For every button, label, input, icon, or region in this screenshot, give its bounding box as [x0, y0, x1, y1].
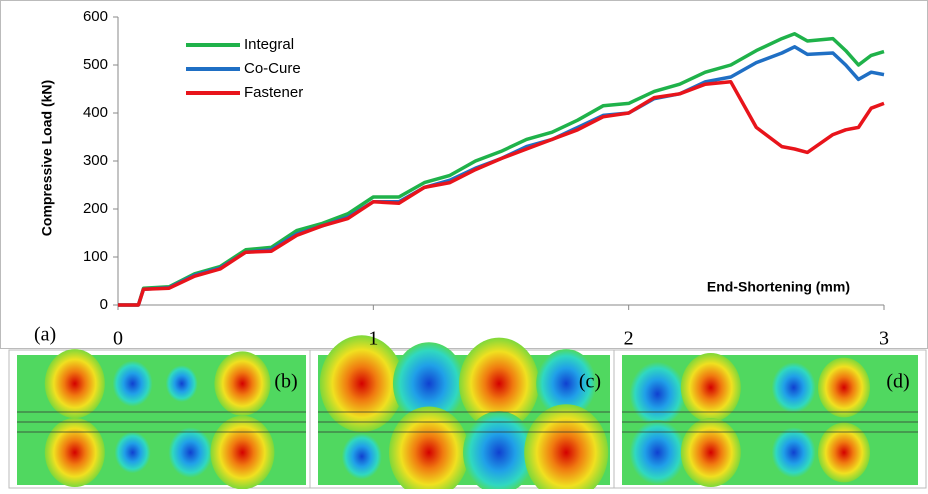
contour-blob [210, 416, 274, 489]
legend-label: Integral [244, 36, 294, 53]
contour-blob [45, 349, 105, 418]
panel-label: (c) [579, 371, 601, 393]
y-axis-label: Compressive Load (kN) [39, 80, 55, 236]
panel-label: (b) [274, 371, 297, 393]
contour-blob [342, 433, 382, 479]
y-tick-label: 200 [83, 200, 108, 217]
y-tick-label: 600 [83, 8, 108, 25]
panel-label: (d) [886, 371, 909, 393]
legend-label: Fastener [244, 84, 303, 101]
contour-blob [818, 358, 870, 418]
x-tick-label: 1 [368, 328, 378, 350]
x-axis-label: End-Shortening (mm) [707, 279, 850, 295]
contour-blob [681, 418, 741, 487]
y-tick-label: 0 [100, 296, 108, 313]
contour-blob [320, 335, 404, 432]
x-tick-label: 2 [624, 328, 634, 350]
contour-blob [772, 362, 816, 413]
x-tick-label: 3 [879, 328, 889, 350]
contour-blob [772, 427, 816, 478]
contour-blob [630, 362, 686, 426]
contour-panels: (b) (c) (d) [9, 335, 926, 489]
legend-label: Co-Cure [244, 60, 301, 77]
contour-blob [168, 427, 212, 478]
contour-blob [630, 420, 686, 484]
x-tick-label: 0 [113, 328, 123, 350]
series-line [118, 34, 884, 305]
series-line [118, 82, 884, 305]
y-tick-label: 100 [83, 248, 108, 265]
y-tick-label: 400 [83, 104, 108, 121]
contour-blob [214, 351, 270, 415]
figure: Compressive Load (kN) End-Shortening (mm… [0, 0, 928, 489]
contour-blob [818, 423, 870, 483]
series-line [118, 47, 884, 305]
y-tick-label: 500 [83, 56, 108, 73]
y-tick-label: 300 [83, 152, 108, 169]
panel-label: (a) [34, 324, 56, 346]
contour-blob [45, 418, 105, 487]
contour-blob [115, 432, 151, 473]
contour-blob [113, 361, 153, 407]
contour-blob [166, 365, 198, 402]
